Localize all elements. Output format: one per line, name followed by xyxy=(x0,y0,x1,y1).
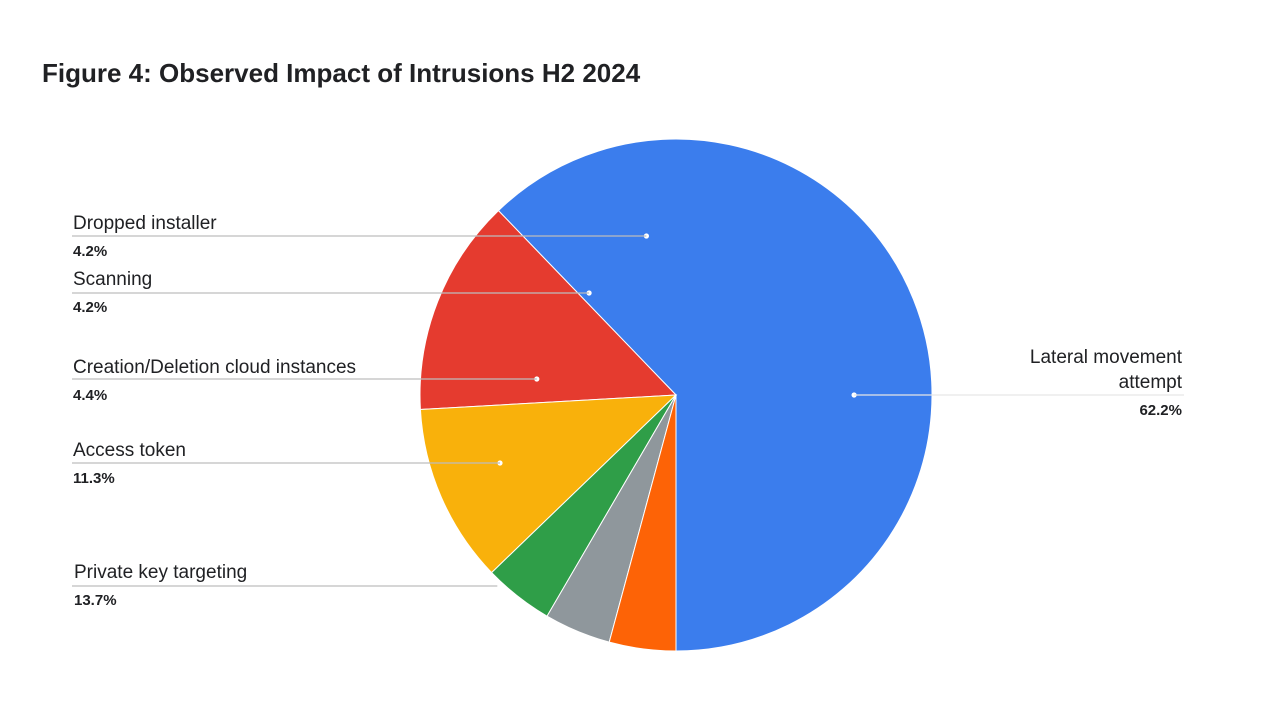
slice-label-access-token: Access token xyxy=(73,440,186,461)
pie-slice-private-key-targeting xyxy=(419,209,678,410)
pie-slice-access-token xyxy=(419,394,678,574)
slice-value-dropped-installer: 4.2% xyxy=(73,243,107,260)
slice-label-dropped-installer: Dropped installer xyxy=(73,213,217,234)
slice-label-scanning: Scanning xyxy=(73,269,152,290)
pie-slice-lateral-movement-attempt xyxy=(497,138,933,652)
slice-label-lateral-movement-attempt-line-2: attempt xyxy=(1119,372,1183,393)
slice-value-creation-deletion-cloud-instances: 4.4% xyxy=(73,387,107,404)
pie-slices xyxy=(419,138,933,652)
pie-slice-dropped-installer xyxy=(608,394,677,652)
slice-value-access-token: 11.3% xyxy=(73,470,115,487)
leader-lines xyxy=(72,233,1184,589)
slice-labels: Lateral movement attempt 62.2% Private key … xyxy=(73,213,1183,609)
slice-label-private-key-targeting: Private key targeting xyxy=(74,562,247,583)
slice-value-lateral-movement-attempt: 62.2% xyxy=(1139,402,1182,419)
slice-value-scanning: 4.2% xyxy=(73,299,107,316)
slice-label-lateral-movement-attempt-line-1: Lateral movement xyxy=(1030,347,1183,368)
slice-value-private-key-targeting: 13.7% xyxy=(74,592,117,609)
chart-title: Figure 4: Observed Impact of Intrusions … xyxy=(42,58,641,88)
leader-dot-creation-deletion-cloud-instances xyxy=(534,376,540,382)
slice-label-creation-deletion-cloud-instances: Creation/Deletion cloud instances xyxy=(73,357,356,378)
